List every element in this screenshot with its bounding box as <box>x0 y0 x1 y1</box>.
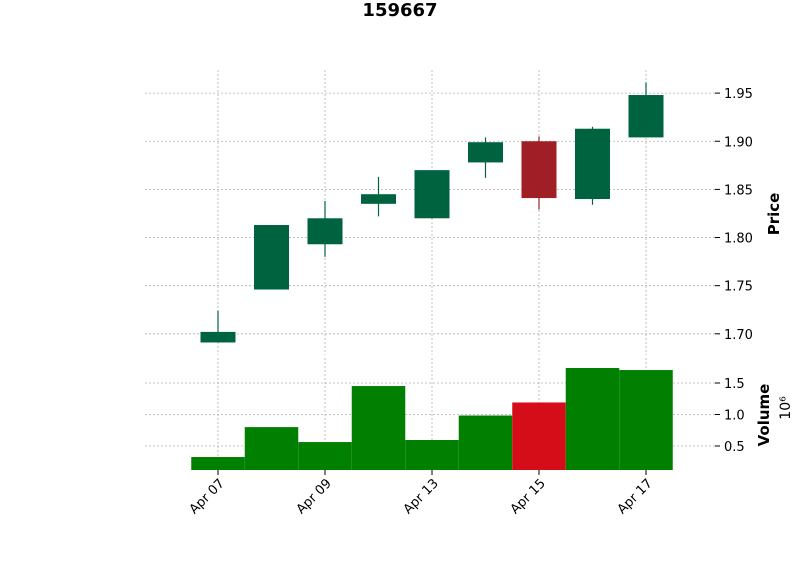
volume-offset-label: 10⁶ <box>778 396 794 420</box>
volume-bar <box>512 402 566 470</box>
volume-bar <box>619 370 673 470</box>
volume-bar <box>244 427 299 470</box>
candle-body <box>521 141 557 199</box>
candle-body <box>254 225 289 290</box>
y-tick-label: 1.75 <box>724 280 753 295</box>
volume-bar <box>191 457 245 470</box>
volume-bar <box>565 368 620 470</box>
volume-bar <box>458 415 513 470</box>
y-tick-label: 1.85 <box>724 183 753 198</box>
candle-body <box>468 142 503 163</box>
candle-body <box>200 331 236 343</box>
x-tick-label: Apr 09 <box>294 476 335 517</box>
y-tick-label: 1.5 <box>724 377 745 392</box>
x-tick-label: Apr 17 <box>615 476 656 517</box>
chart-title: 159667 <box>362 0 437 21</box>
price-axis-label: Price <box>765 193 783 236</box>
y-tick-label: 0.5 <box>724 440 745 455</box>
y-tick-label: 1.95 <box>724 87 753 102</box>
candle-body <box>575 128 610 200</box>
candle-body <box>307 218 343 245</box>
candle-body <box>628 95 664 138</box>
candle-body <box>361 194 396 204</box>
x-tick-label: Apr 07 <box>187 476 228 517</box>
y-tick-label: 1.0 <box>724 409 745 424</box>
volume-bar <box>405 440 459 470</box>
x-tick-label: Apr 13 <box>401 476 442 517</box>
volume-axis-label: Volume <box>755 384 773 447</box>
y-tick-label: 1.80 <box>724 232 753 247</box>
y-tick-label: 1.70 <box>724 328 753 343</box>
y-tick-label: 1.90 <box>724 135 753 150</box>
volume-bar <box>351 386 406 470</box>
volume-bar <box>298 442 352 470</box>
x-tick-label: Apr 15 <box>508 476 549 517</box>
candle-body <box>414 170 450 219</box>
